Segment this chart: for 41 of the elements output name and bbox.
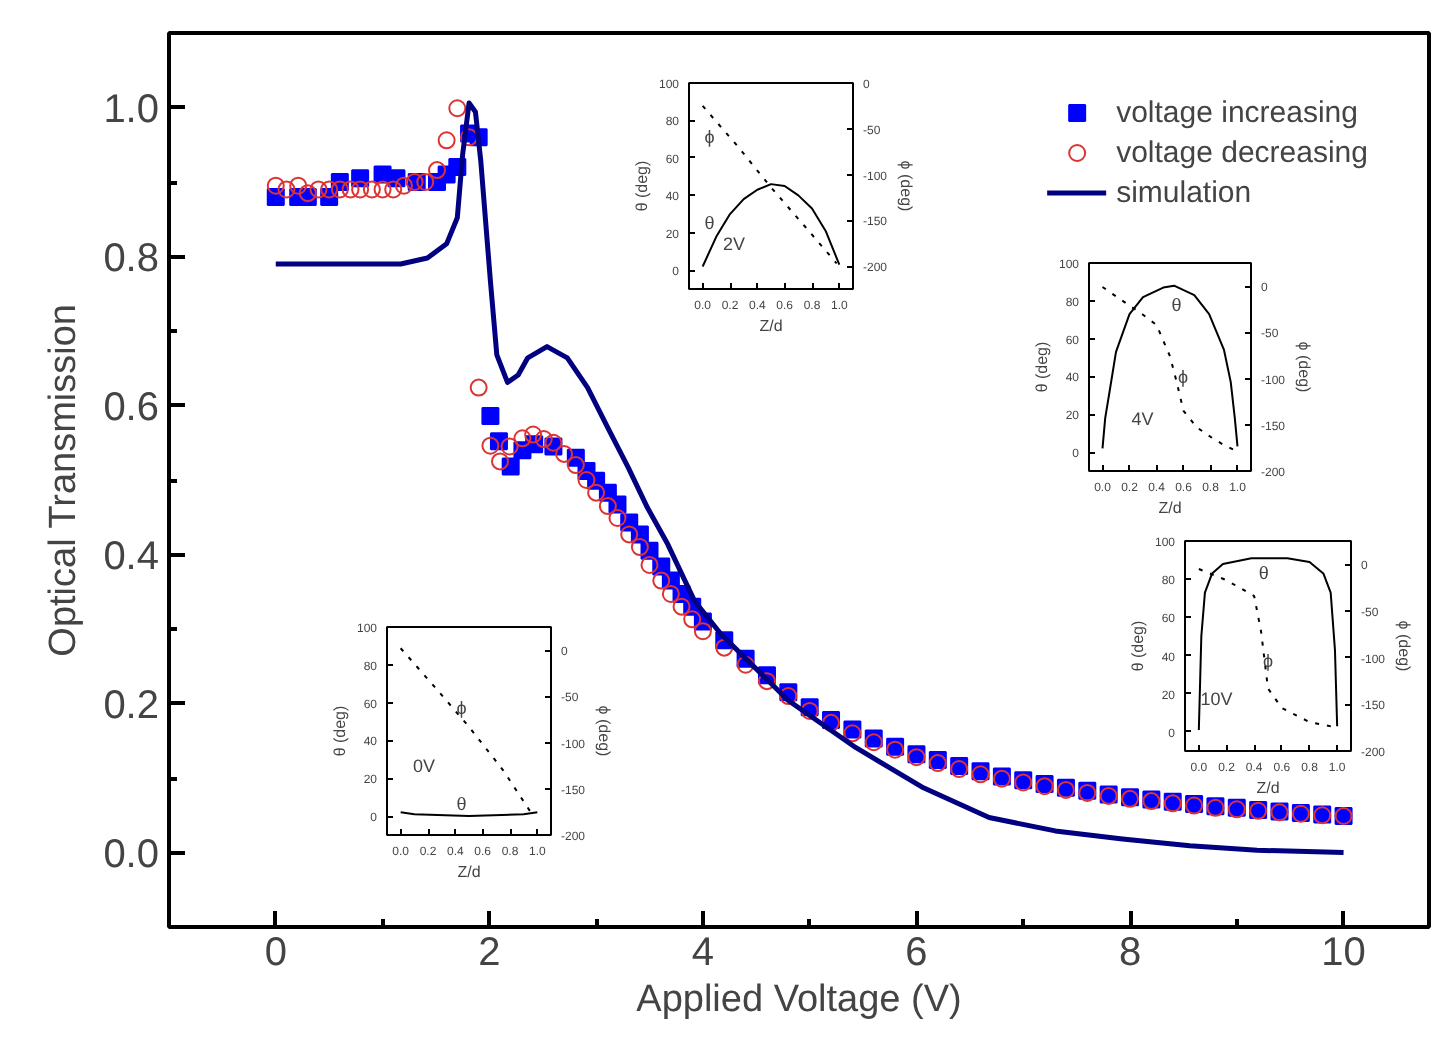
y-axis-title: θ (deg) [330, 704, 349, 757]
x-tick-label: 10 [1321, 931, 1366, 975]
x-axis-title: Z/d [759, 317, 783, 335]
x-axis-title: Applied Voltage (V) [636, 979, 962, 1021]
y-tick-label: 1.0 [103, 87, 160, 132]
y2-axis-title: ϕ (deg) [1395, 620, 1414, 673]
x-tick-label: 2 [478, 931, 501, 975]
y2-axis-title: ϕ (deg) [897, 160, 916, 213]
y-axis-title: θ (deg) [632, 159, 651, 212]
y-axis-title: θ (deg) [1032, 340, 1051, 393]
legend-label: voltage decreasing [1116, 135, 1368, 169]
annotation: ϕ [704, 126, 715, 147]
annotation: θ [456, 793, 467, 814]
y-tick-label: 0.2 [103, 683, 160, 728]
annotation: 10V [1200, 688, 1233, 709]
y-axis-title: θ (deg) [1128, 619, 1147, 672]
x-tick-label: 6 [905, 931, 928, 975]
x-axis-title: Z/d [457, 863, 481, 881]
annotation: 0V [412, 756, 435, 777]
legend-label: simulation [1116, 175, 1252, 209]
y-axis-title: Optical Transmission [43, 303, 86, 657]
x-tick-label: 8 [1118, 931, 1142, 975]
annotation: 2V [723, 233, 746, 254]
annotation: θ [704, 213, 715, 234]
legend-label: voltage increasing [1116, 95, 1358, 129]
y-tick-label: 0.6 [103, 385, 160, 430]
annotation: ϕ [1177, 367, 1189, 388]
y-tick-label: 0.8 [103, 236, 160, 281]
x-axis-title: Z/d [1158, 499, 1182, 517]
y2-axis-title: ϕ (deg) [1295, 341, 1314, 394]
y2-axis-title: ϕ (deg) [595, 705, 614, 758]
annotation: 4V [1131, 409, 1154, 429]
annotation: θ [1171, 294, 1182, 315]
annotation: ϕ [456, 698, 467, 719]
line-series [399, 647, 532, 813]
x-tick-label: 4 [691, 931, 715, 975]
x-axis-title: Z/d [1256, 779, 1280, 797]
x-tick-label: 0 [264, 931, 287, 975]
annotation: ϕ [1262, 650, 1274, 671]
annotation: θ [1258, 562, 1269, 583]
y-tick-label: 0.4 [103, 534, 160, 579]
